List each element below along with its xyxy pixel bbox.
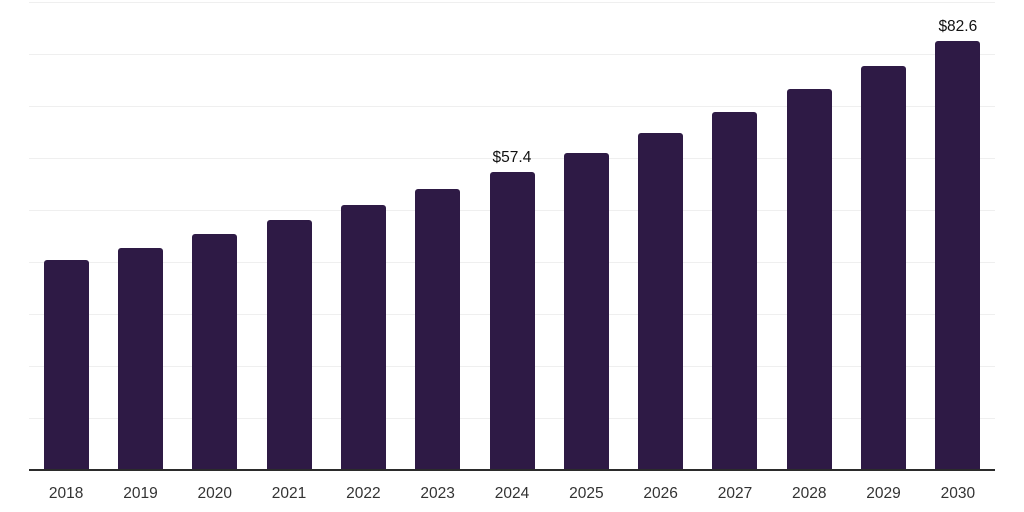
bar-2030 — [935, 40, 981, 470]
x-tick-label: 2021 — [271, 485, 307, 502]
x-tick-label: 2030 — [940, 485, 976, 502]
x-tick-label: 2019 — [123, 485, 158, 502]
x-axis-line — [29, 469, 995, 471]
bar-2027 — [712, 112, 758, 470]
gridline — [29, 53, 995, 55]
bar-2021 — [266, 219, 312, 470]
x-tick-label: 2026 — [643, 485, 678, 502]
x-tick-label: 2025 — [569, 485, 604, 502]
gridline — [29, 157, 995, 159]
x-tick-label: 2029 — [866, 485, 901, 502]
x-tick-label: 2023 — [420, 485, 455, 502]
bar-2020 — [192, 234, 238, 470]
x-tick-label: 2020 — [197, 485, 232, 502]
bar-2026 — [638, 133, 684, 470]
gridline — [29, 105, 995, 107]
x-tick-label: 2028 — [792, 485, 827, 502]
gridline — [29, 1, 995, 3]
bar-2023 — [415, 188, 461, 470]
x-tick-label: 2024 — [494, 485, 530, 502]
data-label: $82.6 — [938, 17, 978, 35]
x-tick-label: 2027 — [717, 485, 753, 502]
data-label: $57.4 — [492, 148, 532, 166]
bar-2022 — [340, 205, 386, 470]
bar-2029 — [861, 66, 906, 470]
bar-2028 — [786, 89, 832, 470]
x-tick-label: 2018 — [48, 485, 84, 502]
x-tick-label: 2022 — [346, 485, 381, 502]
bar-2025 — [563, 152, 609, 470]
bar-2019 — [118, 248, 163, 470]
bar-2024 — [489, 171, 535, 470]
bar-2018 — [43, 260, 89, 470]
